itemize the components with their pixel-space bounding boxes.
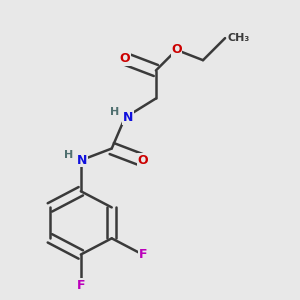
Text: F: F [138,248,147,261]
Text: N: N [77,154,88,167]
Text: H: H [110,107,119,117]
Text: CH₃: CH₃ [227,33,250,43]
Text: H: H [64,150,74,160]
Text: F: F [76,279,85,292]
Text: O: O [120,52,130,65]
Text: N: N [123,111,133,124]
Text: O: O [171,44,182,56]
Text: O: O [137,154,148,167]
